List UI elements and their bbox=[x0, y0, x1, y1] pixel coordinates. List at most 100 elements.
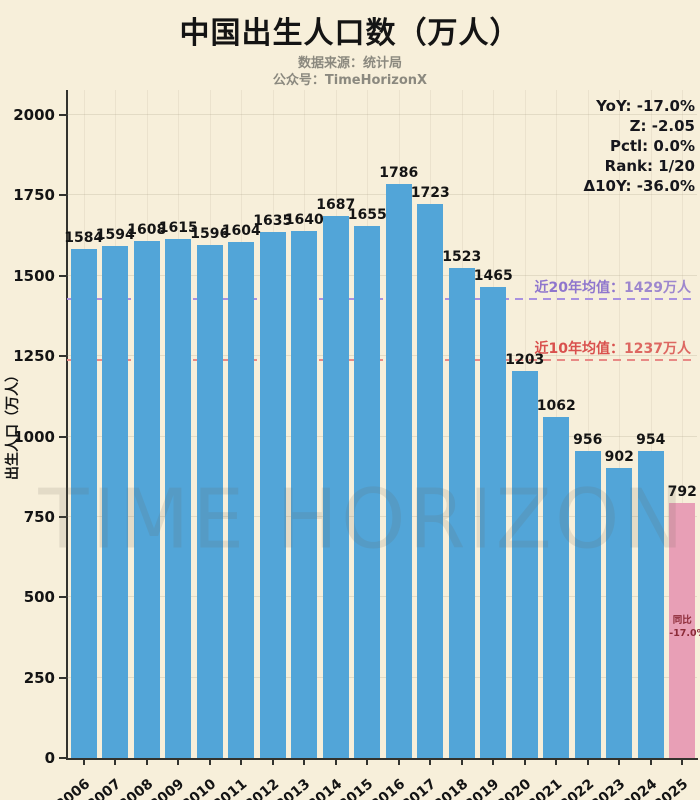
bar-2012 bbox=[259, 232, 286, 758]
gridline-h bbox=[67, 355, 697, 357]
gridline-h bbox=[67, 194, 697, 196]
bar-2006 bbox=[70, 248, 97, 758]
bar-2013 bbox=[291, 230, 318, 758]
bar-value-label-2014: 1687 bbox=[316, 196, 356, 213]
y-tick-mark bbox=[59, 757, 66, 759]
x-tick-mark bbox=[460, 760, 463, 765]
x-tick-mark bbox=[240, 760, 243, 765]
mean-label-value: 1429万人 bbox=[624, 279, 691, 296]
bar-value-label-2018: 1523 bbox=[442, 249, 482, 266]
y-tick-mark bbox=[59, 515, 66, 518]
x-tick-label-2006: 2006 bbox=[52, 776, 94, 800]
x-tick-mark bbox=[523, 760, 526, 765]
bar-value-label-2006: 1584 bbox=[64, 229, 104, 246]
gridline-v bbox=[587, 90, 589, 758]
bar-2024 bbox=[637, 451, 664, 758]
y-tick-label: 1250 bbox=[13, 347, 55, 366]
bar-value-label-2025: 792 bbox=[667, 484, 697, 501]
x-tick-mark bbox=[681, 760, 684, 765]
y-tick-mark bbox=[59, 274, 66, 277]
y-tick-mark bbox=[59, 435, 66, 438]
bar-value-label-2015: 1655 bbox=[347, 206, 387, 223]
y-tick-label: 1750 bbox=[13, 186, 55, 205]
bar-value-label-2013: 1640 bbox=[284, 211, 324, 228]
x-tick-mark bbox=[334, 760, 337, 765]
y-tick-label: 2000 bbox=[13, 106, 55, 124]
y-tick-label: 1000 bbox=[13, 427, 55, 446]
mean-label-prefix: 近20年均值： bbox=[534, 279, 625, 296]
bar-2007 bbox=[102, 245, 129, 758]
bar-value-label-2008: 1608 bbox=[127, 222, 167, 239]
x-tick-mark bbox=[366, 760, 369, 765]
highlight-bar-annotation: 同比-17.0% bbox=[669, 615, 700, 641]
bar-2016 bbox=[385, 183, 412, 758]
stats-box: YoY: -17.0% Z: -2.05 Pctl: 0.0% Rank: 1/20 Δ… bbox=[583, 96, 695, 196]
bar-2017 bbox=[417, 204, 444, 758]
yoy-annot-line2: -17.0% bbox=[669, 628, 700, 640]
gridline-v bbox=[682, 90, 684, 758]
gridline-v bbox=[619, 90, 621, 758]
gridline-h bbox=[67, 114, 697, 115]
bar-2018 bbox=[448, 268, 475, 758]
gridline-h bbox=[67, 435, 697, 437]
bar-value-label-2022: 956 bbox=[573, 431, 603, 448]
bar-value-label-2009: 1615 bbox=[158, 219, 198, 236]
bar-value-label-2017: 1723 bbox=[410, 185, 450, 202]
x-tick-mark bbox=[82, 760, 85, 765]
bar-2021 bbox=[543, 416, 570, 758]
account-subtitle: 公众号：TimeHorizonX bbox=[272, 73, 428, 88]
gridline-h bbox=[67, 596, 697, 598]
stats-line: YoY: -17.0% bbox=[596, 97, 695, 115]
page-title: 中国出生人口数（万人） bbox=[179, 16, 521, 51]
bar-2022 bbox=[574, 450, 601, 758]
y-tick-label: 500 bbox=[23, 588, 55, 607]
y-tick-mark bbox=[59, 355, 66, 358]
y-tick-mark bbox=[59, 194, 66, 197]
bar-value-label-2021: 1062 bbox=[536, 397, 576, 414]
y-axis-title: 出生人口（万人） bbox=[5, 368, 21, 480]
gridline-v bbox=[650, 90, 652, 758]
bar-value-label-2016: 1786 bbox=[379, 164, 419, 181]
y-tick-label: 250 bbox=[23, 668, 55, 687]
y-tick-mark bbox=[59, 676, 66, 679]
y-tick-mark bbox=[59, 114, 66, 116]
y-tick-mark bbox=[59, 596, 66, 599]
stats-line: Δ10Y: -36.0% bbox=[583, 177, 695, 195]
data-source-subtitle: 数据来源：统计局 bbox=[297, 56, 402, 71]
mean-label-value: 1237万人 bbox=[624, 341, 691, 358]
x-tick-cell: 2025 bbox=[651, 768, 698, 800]
bar-2008 bbox=[133, 241, 160, 758]
mean-label-20y: 近20年均值：1429万人 bbox=[535, 277, 691, 297]
y-tick-label: 0 bbox=[44, 749, 55, 767]
bar-value-label-2020: 1203 bbox=[505, 352, 545, 369]
x-tick-mark bbox=[397, 760, 400, 765]
stats-line: Rank: 1/20 bbox=[604, 157, 695, 175]
x-tick-mark bbox=[429, 760, 432, 765]
bar-value-label-2024: 954 bbox=[636, 432, 666, 449]
mean-line-10y bbox=[67, 359, 697, 362]
x-tick-mark bbox=[145, 760, 148, 765]
x-tick-mark bbox=[555, 760, 558, 765]
y-tick-label: 1500 bbox=[13, 266, 55, 285]
mean-line-20y bbox=[67, 297, 697, 300]
x-tick-mark bbox=[492, 760, 495, 765]
bar-2011 bbox=[228, 242, 255, 758]
gridline-h bbox=[67, 676, 697, 678]
bar-value-label-2010: 1596 bbox=[190, 225, 230, 242]
stats-line: Z: -2.05 bbox=[629, 117, 695, 135]
bar-value-label-2023: 902 bbox=[604, 449, 634, 466]
gridline-h bbox=[67, 274, 697, 276]
bar-2023 bbox=[606, 468, 633, 758]
bar-value-label-2012: 1635 bbox=[253, 213, 293, 230]
x-tick-mark bbox=[649, 760, 652, 765]
x-tick-mark bbox=[303, 760, 306, 765]
stats-line: Pctl: 0.0% bbox=[609, 137, 695, 155]
bar-value-label-2007: 1594 bbox=[95, 226, 135, 243]
bar-2010 bbox=[196, 244, 223, 758]
x-tick-mark bbox=[208, 760, 211, 765]
x-tick-mark bbox=[618, 760, 621, 765]
bar-2014 bbox=[322, 215, 349, 758]
yoy-annot-line1: 同比 bbox=[672, 615, 692, 627]
bar-2015 bbox=[354, 225, 381, 758]
y-tick-label: 750 bbox=[23, 507, 55, 526]
